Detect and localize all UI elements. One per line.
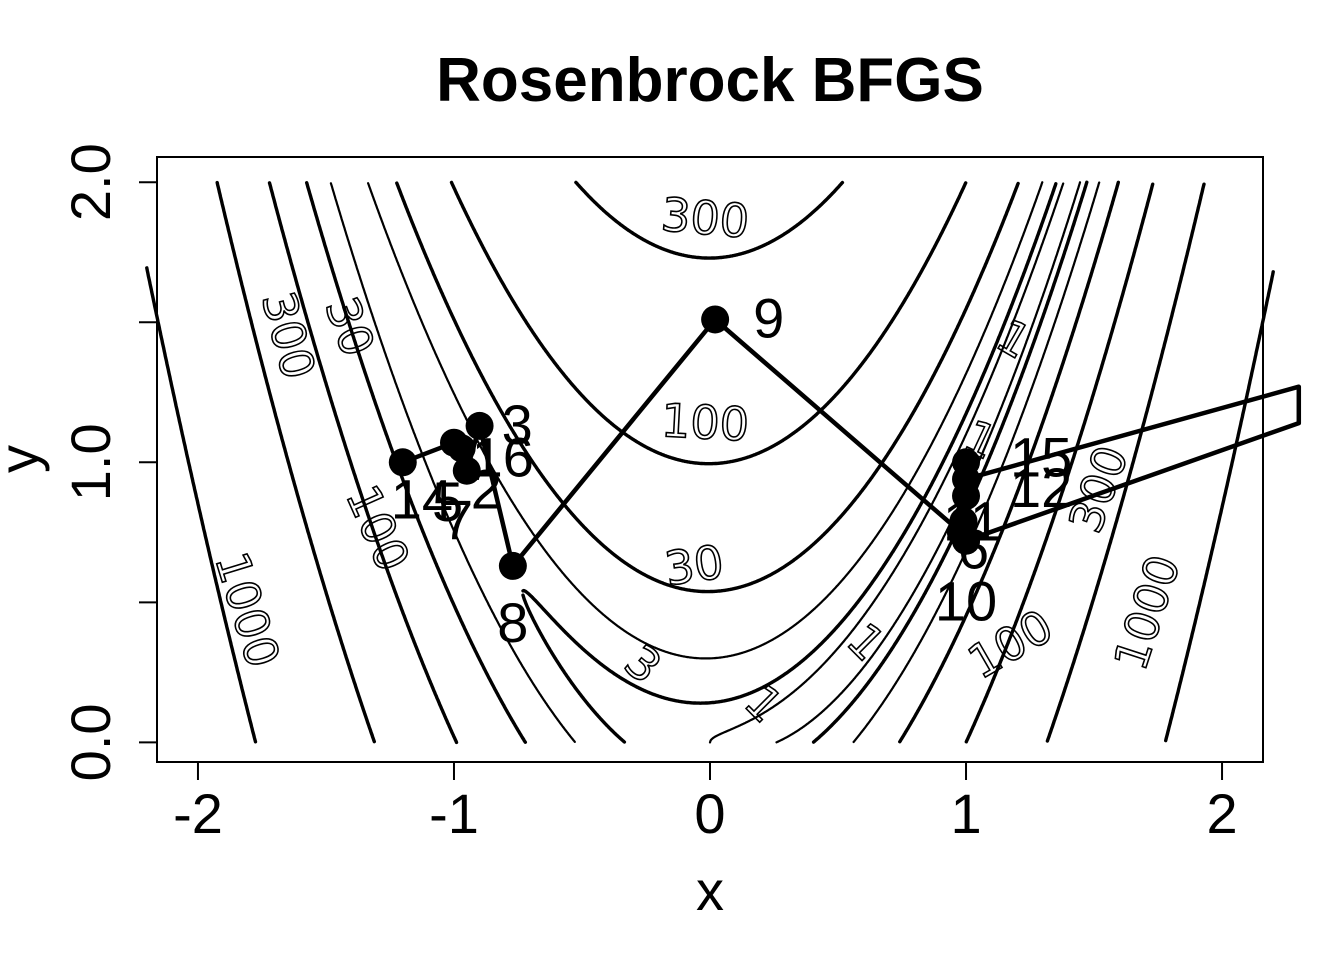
optimizer-points: [388, 305, 981, 580]
optimizer-path: [401, 317, 1302, 569]
x-axis-title: x: [696, 859, 724, 922]
optimizer-path-line: [401, 317, 1302, 569]
contour-lines: [145, 180, 1275, 745]
contour-line: [964, 182, 1155, 744]
contour-label: 100: [660, 393, 751, 452]
y-axis: 0.0 1.0 2.0: [59, 143, 158, 781]
contour-line: [708, 182, 1065, 744]
iteration-label: 12: [1010, 456, 1072, 519]
y-tick-label: 1.0: [59, 423, 122, 501]
iteration-label: 14: [391, 467, 453, 530]
contour-line: [215, 180, 376, 744]
iteration-label: 15: [1010, 425, 1072, 488]
contour-label: 3: [615, 634, 672, 694]
iteration-label: 10: [935, 570, 997, 633]
contour-line: [395, 181, 1020, 594]
iteration-label: 2: [471, 458, 502, 521]
contour-line: [267, 181, 459, 745]
iteration-label: 9: [753, 286, 784, 349]
iterate-point: [465, 411, 494, 440]
contour-line: [775, 181, 1082, 744]
contour-line: [852, 181, 1101, 744]
iteration-label: 5: [432, 470, 463, 533]
x-tick-label: -2: [173, 782, 223, 845]
iteration-label: 7: [442, 488, 473, 551]
contour-label: 30: [661, 534, 726, 596]
iteration-label: 3: [502, 393, 533, 456]
iterate-point: [701, 305, 730, 334]
iteration-label: 4: [945, 490, 976, 553]
contour-line: [811, 180, 1089, 744]
y-tick-label: 0.0: [59, 703, 122, 781]
contour-line: [1164, 270, 1275, 743]
contour-line: [574, 180, 845, 260]
iterate-point: [498, 551, 527, 580]
iterate-point: [447, 434, 476, 463]
contour-line: [898, 180, 1120, 744]
contour-line: [521, 182, 1058, 705]
iteration-label: 8: [497, 591, 528, 654]
contour-label: 1: [837, 612, 896, 671]
x-tick-label: -1: [429, 782, 479, 845]
iterate-point: [952, 465, 981, 494]
contour-line: [449, 180, 968, 466]
contour-label: 1000: [204, 546, 290, 674]
y-axis-title: y: [0, 445, 50, 473]
iteration-label: 11: [943, 489, 1001, 552]
x-tick-label: 0: [694, 782, 725, 845]
iteration-label: 16: [472, 425, 534, 488]
iteration-label: 6: [958, 518, 989, 581]
contour-line: [367, 181, 1044, 660]
x-axis: -2 -1 0 1 2: [173, 761, 1238, 845]
contour-line: [329, 182, 576, 743]
x-tick-label: 2: [1206, 782, 1237, 845]
contour-label: 1000: [1103, 548, 1191, 676]
contour-label: 300: [659, 187, 751, 248]
contour-line: [145, 266, 258, 744]
iterate-point: [388, 448, 417, 477]
x-tick-label: 1: [950, 782, 981, 845]
iterate-point: [452, 456, 481, 485]
chart-title: Rosenbrock BFGS: [436, 46, 984, 115]
contour-label: 1: [988, 308, 1040, 369]
contour-line: [521, 593, 627, 744]
contour-label: 30: [314, 290, 385, 363]
y-tick-label: 2.0: [59, 143, 122, 221]
iterate-point: [952, 526, 981, 555]
contour-line: [1045, 182, 1206, 743]
contour-line: [305, 181, 527, 744]
